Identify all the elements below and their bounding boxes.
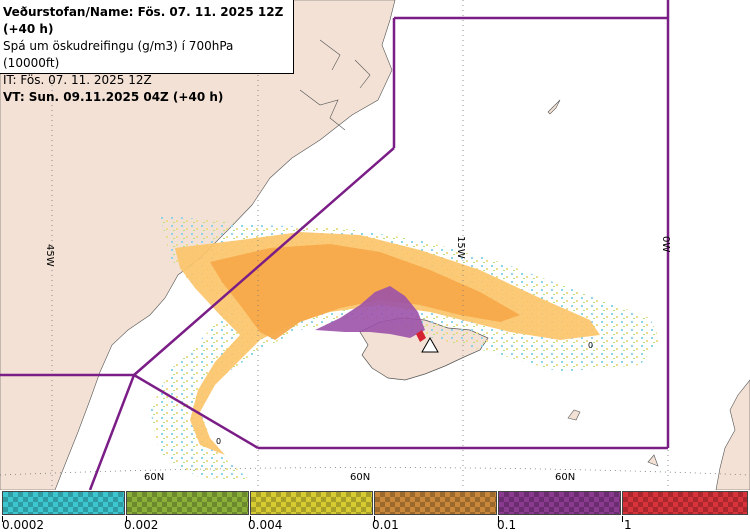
legend-tick-6 bbox=[622, 516, 623, 522]
lon-label-15w: 15W bbox=[455, 236, 466, 259]
legend-label-3: 0.004 bbox=[248, 518, 283, 532]
legend-tick-3 bbox=[250, 516, 251, 522]
legend-label-5: 0.1 bbox=[497, 518, 517, 532]
legend-label-4: 0.01 bbox=[372, 518, 399, 532]
ash-peak-layer bbox=[416, 330, 426, 342]
issue-time: IT: Fös. 07. 11. 2025 12Z bbox=[3, 73, 152, 87]
concentration-legend: 0.0002 0.002 0.004 0.01 0.1 1 bbox=[0, 490, 750, 532]
legend-swatch-5 bbox=[498, 491, 621, 515]
legend-tick-1 bbox=[2, 516, 3, 522]
faroe-islands bbox=[567, 409, 581, 421]
legend-swatch-1 bbox=[2, 491, 125, 515]
legend-swatch-3 bbox=[250, 491, 373, 515]
valid-time: VT: Sun. 09.11.2025 04Z (+40 h) bbox=[3, 90, 224, 104]
product-description: Spá um öskudreifingu (g/m3) í 700hPa (10… bbox=[3, 39, 234, 70]
legend-tick-4 bbox=[374, 516, 375, 522]
legend-label-2: 0.002 bbox=[124, 518, 159, 532]
ash-medium-layer bbox=[210, 244, 520, 340]
contour-zero-label-2: 0 bbox=[588, 341, 593, 350]
legend-tick-5 bbox=[498, 516, 499, 522]
forecast-info-box: Veðurstofan/Name: Fös. 07. 11. 2025 12Z … bbox=[0, 0, 294, 104]
lon-label-0w: 0W bbox=[660, 236, 671, 252]
greenland-fjords bbox=[299, 39, 371, 131]
legend-label-1: 0.0002 bbox=[2, 518, 44, 532]
legend-tick-2 bbox=[126, 516, 127, 522]
lat-label-60n-1: 60N bbox=[144, 472, 164, 483]
lat-label-60n-3: 60N bbox=[555, 472, 575, 483]
ash-high-layer bbox=[315, 286, 425, 338]
contour-zero-label-1: 0 bbox=[216, 437, 221, 446]
legend-swatch-4 bbox=[374, 491, 497, 515]
lon-label-45w: 45W bbox=[44, 244, 55, 267]
jan-mayen-island bbox=[547, 99, 561, 115]
legend-swatch-6 bbox=[622, 491, 748, 515]
norway-landmass bbox=[715, 379, 750, 490]
lat-label-60n-2: 60N bbox=[350, 472, 370, 483]
region-boundaries bbox=[0, 0, 670, 490]
volcano-icon bbox=[421, 336, 439, 353]
issuer-line: Veðurstofan/Name: Fös. 07. 11. 2025 12Z … bbox=[3, 5, 284, 36]
ash-dispersion-map: 45W 15W 0W 60N 60N 60N 0 0 bbox=[0, 0, 750, 490]
legend-label-6: 1 bbox=[624, 518, 632, 532]
legend-swatch-2 bbox=[126, 491, 249, 515]
shetland-islands bbox=[647, 454, 659, 467]
